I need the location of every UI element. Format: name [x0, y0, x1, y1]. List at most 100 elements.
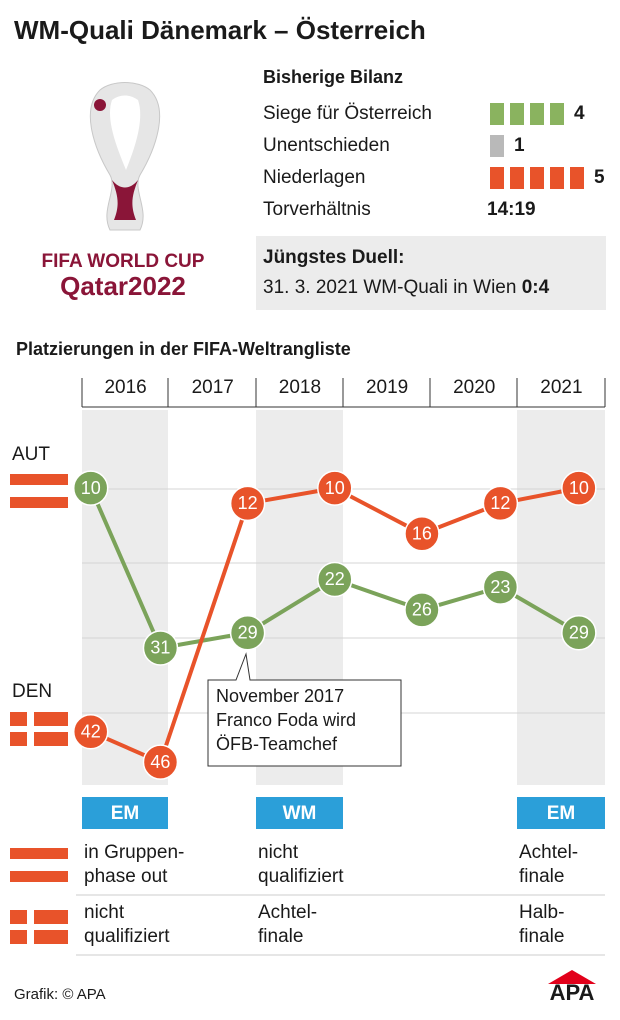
tournament-name: WM [283, 803, 317, 824]
point [561, 615, 597, 651]
flag-den [10, 910, 68, 944]
plot: 2016 2017 2018 2019 2020 2021 10 31 29 22 26 23 29 42… [72, 377, 597, 780]
point [142, 630, 179, 666]
point [72, 470, 109, 506]
point-label: 42 [81, 721, 101, 741]
flag-aut [10, 848, 68, 882]
aut-result: in Gruppen- [84, 842, 184, 863]
point [482, 485, 519, 522]
bilanz-title: Bisherige Bilanz [263, 67, 403, 87]
credit: Grafik: © APA [14, 986, 106, 1003]
den-result: finale [258, 926, 303, 947]
point-label: 23 [490, 577, 510, 597]
point [229, 615, 266, 651]
point-label: 12 [238, 493, 258, 513]
flag-den [10, 712, 68, 746]
x-tick-label: 2016 [104, 377, 146, 398]
series-label: DEN [12, 681, 52, 702]
aut-result: Achtel- [519, 842, 578, 863]
x-tick-label: 2020 [453, 377, 495, 398]
bilanz-boxes [490, 135, 504, 157]
annotation: ÖFB-Teamchef [216, 734, 338, 754]
duell-title: Jüngstes Duell: [263, 247, 404, 268]
flag-aut [10, 474, 68, 508]
tournament-badge [256, 797, 343, 829]
box [570, 167, 584, 189]
bilanz-label: Siege für Österreich [263, 103, 432, 124]
table-lines [76, 894, 605, 956]
logo-line2: Qatar2022 [60, 271, 186, 301]
title: WM-Quali Dänemark – Österreich [14, 15, 426, 45]
point-label: 46 [150, 752, 170, 772]
point-label: 26 [412, 600, 432, 620]
den-result: qualifiziert [84, 926, 170, 947]
bilanz-label: Niederlagen [263, 167, 365, 188]
aut-result: finale [519, 866, 564, 887]
duell-box [256, 236, 606, 310]
point-label: 10 [569, 478, 589, 498]
aut-result: nicht [258, 842, 299, 863]
point [561, 470, 597, 506]
box [550, 167, 564, 189]
box [510, 167, 524, 189]
point-label: 22 [325, 569, 345, 589]
den-result: finale [519, 926, 564, 947]
box [490, 103, 504, 125]
annotation: November 2017 [216, 686, 344, 706]
den-result: Halb- [519, 902, 564, 923]
point [142, 744, 179, 780]
den-result: Achtel- [258, 902, 317, 923]
tournament-badge [517, 797, 605, 829]
point [482, 569, 519, 605]
point [317, 470, 353, 506]
point-label: 12 [490, 493, 510, 513]
brand: APA [550, 980, 595, 1005]
tournament-table: EM in Gruppen-phase out nicht qualifiziert W… [82, 797, 605, 947]
goals-label: Torverhältnis [263, 199, 371, 220]
series-label: AUT [12, 444, 50, 465]
bilanz-value: 5 [594, 167, 605, 188]
box [490, 167, 504, 189]
bilanz-value: 1 [514, 135, 525, 156]
box [530, 103, 544, 125]
duell-score: 0:4 [522, 277, 550, 298]
point [404, 516, 440, 552]
aut-result: phase out [84, 866, 168, 887]
bilanz-value: 4 [574, 103, 585, 124]
aut-result: qualifiziert [258, 866, 344, 887]
point-label: 10 [325, 478, 345, 498]
annotation-box [207, 652, 402, 767]
x-tick-label: 2017 [192, 377, 234, 398]
box [530, 167, 544, 189]
x-tick-label: 2019 [366, 377, 408, 398]
duell-line: 31. 3. 2021 WM-Quali in Wien 0:4 [263, 277, 550, 298]
brand-roof [548, 970, 596, 984]
box [550, 103, 564, 125]
tournament-name: EM [547, 803, 576, 824]
annotation: Franco Foda wird [216, 710, 356, 730]
tournament-badge [82, 797, 168, 829]
trophy [89, 82, 161, 231]
point-label: 29 [569, 623, 589, 643]
point [317, 561, 353, 598]
box [490, 135, 504, 157]
year-header [81, 378, 606, 408]
point [72, 713, 109, 750]
bilanz-label: Unentschieden [263, 135, 390, 156]
x-tick-label: 2018 [279, 377, 321, 398]
point-label: 31 [150, 638, 170, 658]
point-label: 16 [412, 524, 432, 544]
x-tick-label: 2021 [540, 377, 582, 398]
chart-title: Platzierungen in der FIFA-Weltrangliste [16, 339, 351, 359]
bilanz-rows: Siege für Österreich 4 Unentschieden 1 Niede… [263, 103, 605, 189]
den-result: nicht [84, 902, 125, 923]
point [404, 592, 440, 628]
point-label: 10 [81, 478, 101, 498]
logo-line1: FIFA WORLD CUP [42, 251, 205, 272]
bilanz-boxes [490, 103, 564, 125]
box [510, 103, 524, 125]
duell-text: 31. 3. 2021 WM-Quali in Wien [263, 277, 516, 298]
point [229, 485, 266, 522]
tournament-name: EM [111, 803, 140, 824]
